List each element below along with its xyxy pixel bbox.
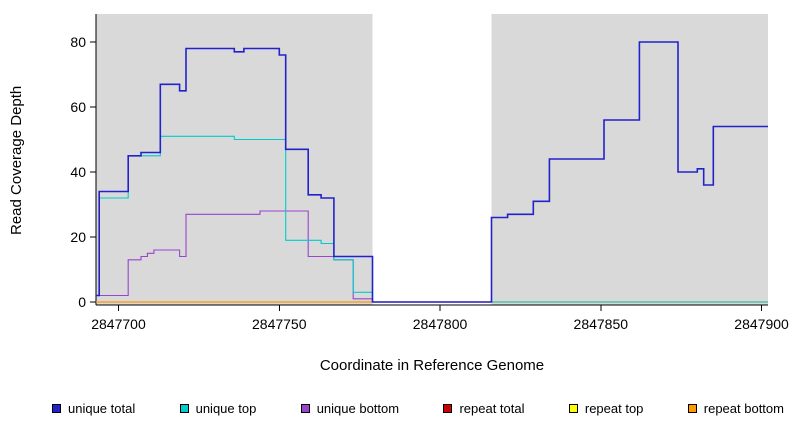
legend-item-unique-total: unique total — [52, 401, 135, 416]
x-tick-label: 2847900 — [734, 316, 789, 332]
y-tick-label: 0 — [78, 294, 86, 310]
x-tick-label: 2847700 — [91, 316, 146, 332]
legend-label: unique total — [68, 401, 136, 416]
legend-item-repeat-top: repeat top — [568, 401, 644, 416]
legend-swatch-repeat-top — [568, 404, 578, 413]
legend-label: repeat total — [459, 401, 525, 416]
legend-swatch-repeat-bottom — [687, 404, 697, 413]
series-unique-total — [96, 41, 768, 303]
legend-item-unique-top: unique top — [179, 401, 257, 416]
legend-label: repeat bottom — [703, 401, 784, 416]
legend: unique total unique top unique bottom repea… — [52, 401, 784, 416]
legend-label: unique top — [195, 401, 257, 416]
legend-label: repeat top — [584, 401, 644, 416]
legend-item-repeat-bottom: repeat bottom — [687, 401, 784, 416]
legend-item-unique-bottom: unique bottom — [300, 401, 400, 416]
plot-area: 2847700 2847750 2847800 2847850 2847900 0 20 40… — [70, 14, 789, 332]
legend-swatch-unique-bottom — [300, 404, 310, 413]
legend-item-repeat-total: repeat total — [443, 401, 525, 416]
x-tick-label: 2847750 — [252, 316, 307, 332]
y-tick-label: 20 — [70, 229, 86, 245]
x-axis-label: Coordinate in Reference Genome — [319, 357, 545, 374]
y-tick-label: 60 — [70, 99, 86, 115]
legend-swatch-repeat-total — [443, 404, 453, 413]
x-tick-label: 2847850 — [574, 316, 629, 332]
legend-label: unique bottom — [316, 401, 400, 416]
y-tick-label: 80 — [70, 34, 86, 50]
legend-swatch-unique-total — [52, 404, 61, 413]
y-tick-label: 40 — [70, 164, 86, 180]
masked-region — [372, 14, 492, 305]
x-tick-label: 2847800 — [413, 316, 468, 332]
y-axis-label: Read Coverage Depth — [8, 85, 25, 235]
legend-swatch-unique-top — [179, 404, 189, 413]
